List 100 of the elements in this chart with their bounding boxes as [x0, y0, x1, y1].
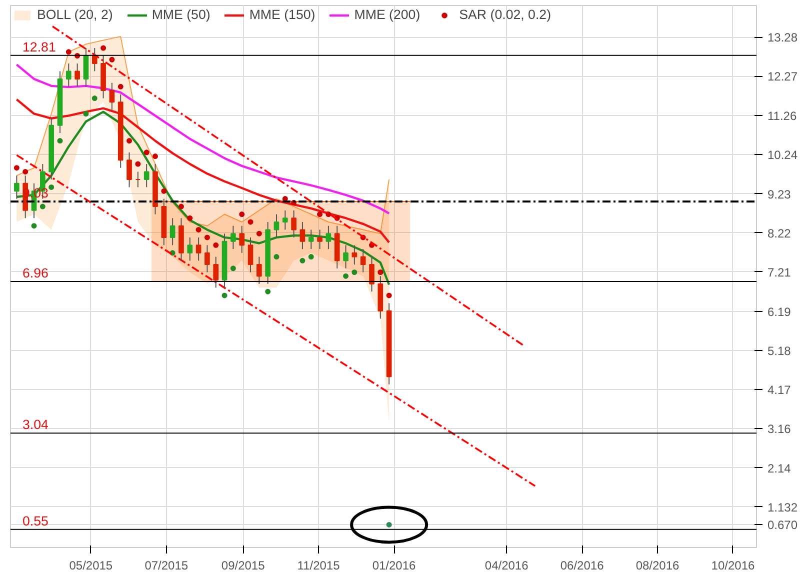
candlestick — [352, 244, 358, 266]
candlestick — [66, 62, 72, 88]
y-tick-label: 12.27 — [768, 70, 798, 84]
candlestick — [144, 164, 150, 188]
point — [109, 56, 115, 62]
point — [83, 111, 89, 116]
point — [265, 288, 271, 294]
x-tick-label: 11/2015 — [297, 558, 340, 572]
candlestick — [326, 225, 332, 250]
legend-label: MME (200) — [354, 7, 420, 22]
candlestick — [291, 210, 296, 238]
x-tick-label: 10/2016 — [711, 558, 756, 572]
point — [126, 138, 132, 144]
ref-line-label: 12.81 — [22, 39, 56, 54]
x-tick-label: 05/2015 — [69, 558, 113, 572]
point — [386, 292, 392, 298]
candlestick — [213, 256, 219, 288]
point — [308, 254, 314, 260]
candlestick — [170, 218, 176, 246]
point — [386, 522, 392, 528]
point — [343, 273, 349, 279]
legend-label: SAR (0.02, 0.2) — [459, 7, 552, 22]
candlestick — [282, 210, 288, 230]
x-tick-label: 01/2016 — [372, 558, 416, 572]
candlestick — [317, 229, 322, 250]
x-tick-label: 08/2016 — [636, 558, 680, 572]
candlestick — [83, 48, 89, 88]
y-tick-label: 9.23 — [768, 187, 792, 202]
y-tick-label: 1.132 — [768, 500, 798, 514]
x-tick-label: 06/2016 — [560, 558, 604, 572]
y-tick-label: 8.22 — [768, 226, 792, 240]
point — [248, 219, 254, 225]
point — [144, 150, 150, 156]
line-series — [16, 110, 390, 286]
point — [352, 270, 358, 275]
point — [256, 230, 262, 236]
y-tick-label: 7.21 — [768, 265, 792, 280]
y-tick-label: 2.14 — [768, 461, 792, 476]
candlestick — [196, 236, 202, 262]
point — [161, 188, 167, 194]
point — [22, 168, 28, 174]
y-tick-label: 6.19 — [768, 304, 792, 319]
candlestick — [187, 236, 193, 262]
point — [274, 254, 280, 260]
candlestick — [369, 256, 374, 292]
point — [135, 161, 141, 167]
candlestick — [308, 229, 314, 250]
point — [230, 266, 236, 272]
candlestick — [74, 62, 80, 88]
candlestick — [248, 236, 254, 273]
candlestick — [14, 175, 20, 200]
point — [152, 154, 158, 160]
point — [48, 184, 54, 190]
x-tick-label: 09/2015 — [221, 558, 266, 572]
point — [40, 204, 46, 210]
candlestick — [204, 244, 210, 273]
line-series — [16, 64, 390, 215]
legend-label: MME (150) — [249, 7, 316, 22]
point — [100, 45, 106, 51]
point — [14, 165, 20, 171]
y-tick-label: 11.26 — [768, 108, 797, 123]
point — [300, 258, 306, 264]
point — [317, 212, 323, 218]
candlestick — [360, 248, 366, 273]
point — [66, 49, 72, 55]
ref-line-label: 6.96 — [22, 266, 48, 281]
candlestick — [92, 48, 98, 72]
y-tick-label: 13.28 — [768, 30, 798, 45]
point — [204, 234, 210, 240]
point — [196, 226, 202, 232]
point — [178, 204, 184, 210]
point — [118, 84, 124, 90]
point — [213, 242, 219, 248]
ref-line-label: 3.04 — [22, 417, 50, 432]
x-tick-label: 04/2016 — [484, 558, 529, 572]
point — [31, 223, 37, 229]
candlestick — [274, 214, 280, 238]
x-tick-label: 07/2015 — [144, 558, 188, 572]
y-tick-label: 4.17 — [768, 382, 792, 397]
candlestick — [300, 221, 306, 250]
candlestick — [230, 225, 236, 250]
point — [92, 96, 98, 102]
point — [187, 215, 193, 221]
candlestick — [109, 82, 115, 110]
candlestick — [239, 225, 245, 254]
line-series — [16, 36, 390, 234]
ref-line-label: 0.55 — [22, 513, 48, 528]
candlestick — [256, 256, 262, 284]
point — [378, 270, 384, 275]
line-series — [16, 98, 390, 244]
legend-label: MME (50) — [152, 7, 210, 22]
point — [239, 212, 245, 218]
candlestick — [343, 244, 348, 269]
y-tick-label: 0.670 — [768, 518, 798, 532]
point — [57, 138, 63, 144]
legend-label: BOLL (20, 2) — [37, 7, 113, 22]
y-tick-label: 3.16 — [768, 422, 792, 436]
y-tick-label: 10.24 — [768, 148, 798, 162]
point — [222, 292, 228, 298]
candlestick — [126, 152, 132, 188]
